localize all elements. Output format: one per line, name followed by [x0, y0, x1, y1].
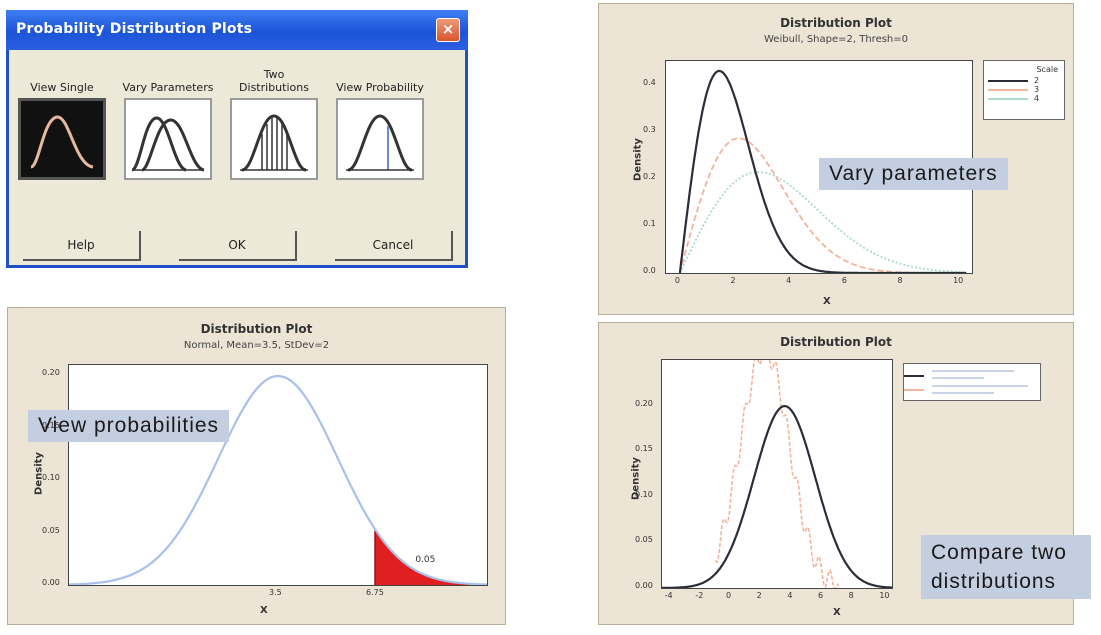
y-tick-label: 0.05 — [635, 535, 653, 545]
x-tick-label: 0 — [726, 591, 732, 600]
callout-vary-parameters: Vary parameters — [819, 158, 1008, 190]
y-tick-label: 0.20 — [42, 368, 60, 378]
x-axis-label: X — [833, 607, 841, 618]
dialog-title: Probability Distribution Plots — [16, 21, 253, 37]
x-axis-label: X — [260, 605, 268, 616]
comparison-curve-dark — [662, 404, 892, 589]
legend-entry: 3 — [984, 85, 1064, 94]
x-tick-label: 0 — [674, 276, 680, 285]
plot-area — [661, 337, 893, 589]
tool-view-single[interactable]: View Single — [15, 54, 109, 180]
x-tick-label: 6.75 — [366, 588, 384, 597]
tool-label: View Probability — [336, 81, 424, 94]
shaded-tail-area — [375, 529, 487, 585]
normal-curve — [69, 374, 487, 586]
tool-two-distributions[interactable]: Two Distributions — [227, 54, 321, 180]
y-tick-label: 0.00 — [42, 578, 60, 587]
tool-vary-parameters[interactable]: Vary Parameters — [121, 54, 215, 180]
plot-subtitle: Normal, Mean=3.5, StDev=2 — [183, 340, 330, 351]
y-tick-label: 0.3 — [643, 124, 656, 134]
y-tick-label: 0.10 — [635, 489, 653, 499]
plot-title: Distribution Plot — [780, 335, 892, 349]
x-axis-label: X — [823, 296, 831, 307]
tool-label: View Single — [30, 81, 94, 94]
y-tick-label: 0.05 — [42, 525, 60, 535]
dialog-title-bar: Probability Distribution Plots × — [6, 10, 468, 50]
x-tick-label: 3.5 — [269, 588, 282, 597]
x-tick-label: 4 — [787, 591, 793, 600]
ok-button[interactable]: OK — [179, 231, 297, 261]
comparison-curve-orange — [714, 337, 840, 589]
y-tick-label: 0.2 — [643, 171, 656, 181]
legend-label: 4 — [1034, 94, 1040, 103]
x-tick-label: 2 — [756, 591, 762, 600]
y-tick-label: 0.00 — [635, 581, 653, 590]
callout-line: distributions — [931, 570, 1057, 593]
x-tick-label: 4 — [786, 276, 792, 285]
y-tick-label: 0.15 — [42, 420, 60, 430]
legend-swatch — [988, 79, 1028, 82]
x-tick-label: 2 — [730, 276, 736, 285]
histogram-curve-icon — [230, 98, 318, 180]
tool-label: Two Distributions — [239, 68, 309, 94]
area-probability-label: 0.05 — [415, 555, 435, 565]
plot-title: Distribution Plot — [200, 322, 313, 336]
plot-subtitle: Weibull, Shape=2, Thresh=0 — [763, 34, 909, 45]
y-tick-label: 0.10 — [42, 473, 60, 483]
x-tick-label: 8 — [848, 591, 854, 600]
legend-swatch — [988, 88, 1028, 91]
y-tick-label: 0.20 — [635, 398, 653, 408]
y-tick-label: 0.0 — [643, 266, 656, 275]
close-icon[interactable]: × — [436, 18, 460, 42]
help-button[interactable]: Help — [23, 231, 141, 261]
x-tick-label: 8 — [897, 276, 903, 285]
single-curve-icon — [18, 98, 106, 180]
legend — [903, 363, 1041, 401]
compare-distributions-panel: Distribution Plot Density X Compare two … — [598, 322, 1091, 625]
plot-area: 0.05 — [68, 364, 488, 586]
y-axis-label: Density — [632, 138, 644, 181]
y-tick-label: 0.15 — [635, 444, 653, 454]
legend-entry: 2 — [984, 76, 1064, 85]
vary-parameters-panel: Distribution Plot Weibull, Shape=2, Thre… — [598, 3, 1074, 315]
cancel-button[interactable]: Cancel — [335, 231, 453, 261]
overlapping-curves-icon — [124, 98, 212, 180]
x-tick-label: 10 — [879, 591, 890, 600]
x-tick-label: -2 — [695, 591, 704, 600]
callout-line: Compare two — [931, 541, 1067, 564]
view-probabilities-panel: Distribution Plot Normal, Mean=3.5, StDe… — [7, 307, 506, 625]
callout-compare-distributions: Compare two distributions — [921, 535, 1091, 599]
legend-title: Scale — [1036, 65, 1058, 74]
plot-title: Distribution Plot — [780, 16, 892, 30]
legend-label: 3 — [1034, 85, 1040, 94]
legend-entry: 4 — [984, 94, 1064, 103]
legend-swatch — [988, 97, 1028, 100]
y-tick-label: 0.4 — [643, 77, 656, 87]
probability-distribution-dialog: Probability Distribution Plots × View Si… — [6, 10, 468, 268]
x-tick-label: 10 — [953, 276, 964, 285]
probability-curve-icon — [336, 98, 424, 180]
tool-view-probability[interactable]: View Probability — [333, 54, 427, 180]
tool-label: Vary Parameters — [122, 81, 214, 94]
legend: Scale 2 3 4 — [983, 60, 1065, 120]
series-line-scale-4 — [679, 171, 967, 274]
callout-view-probabilities: View probabilities — [28, 410, 230, 442]
x-tick-label: 6 — [818, 591, 824, 600]
x-tick-label: 6 — [841, 276, 847, 285]
x-tick-label: -4 — [664, 591, 673, 600]
legend-label: 2 — [1034, 76, 1040, 85]
y-tick-label: 0.1 — [643, 218, 656, 228]
